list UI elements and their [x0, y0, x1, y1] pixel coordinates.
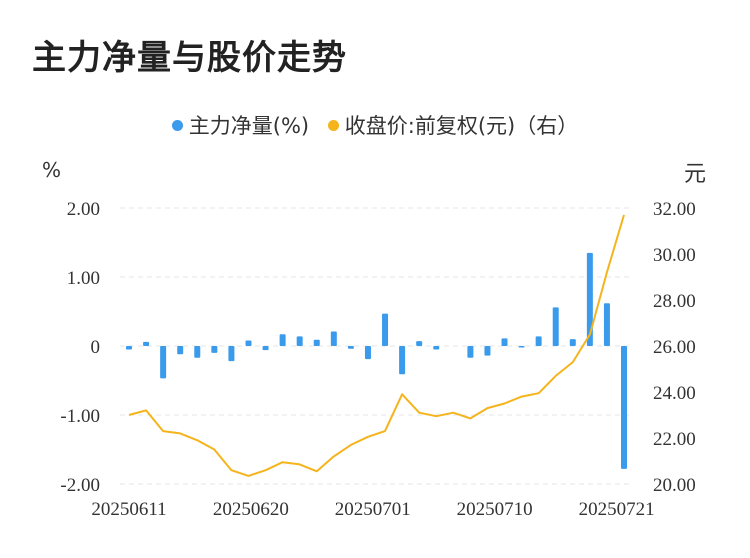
- left-axis-tick: 1.00: [67, 268, 100, 289]
- left-axis-tick: -1.00: [60, 406, 100, 427]
- bar: [569, 339, 576, 346]
- right-axis-tick: 30.00: [653, 245, 696, 266]
- bar: [586, 252, 593, 346]
- legend: 主力净量(%) 收盘价:前复权(元)（右）: [0, 110, 750, 140]
- bar: [126, 346, 132, 350]
- bar: [194, 346, 201, 358]
- left-axis-tick: -2.00: [60, 475, 100, 496]
- x-axis-tick: 20250721: [579, 499, 655, 520]
- bar: [621, 346, 627, 469]
- right-axis-tick: 20.00: [653, 475, 696, 496]
- bar: [211, 346, 218, 353]
- bar: [347, 346, 354, 349]
- right-axis-tick: 26.00: [653, 337, 696, 358]
- left-axis-tick: 0: [91, 337, 101, 358]
- legend-bar-marker: [171, 119, 183, 131]
- price-line: [128, 214, 625, 477]
- bar: [433, 346, 440, 350]
- legend-line-label: 收盘价:前复权(元)（右）: [344, 114, 579, 138]
- bar: [603, 303, 610, 346]
- right-axis-tick: 32.00: [653, 199, 696, 220]
- x-axis-tick: 20250611: [91, 499, 166, 520]
- right-axis-tick: 22.00: [653, 429, 696, 450]
- bar: [518, 346, 525, 348]
- bar: [330, 331, 337, 346]
- bar: [416, 341, 423, 346]
- bar: [484, 346, 491, 356]
- bar: [313, 339, 320, 346]
- right-axis-tick: 28.00: [653, 291, 696, 312]
- left-axis-tick: 2.00: [67, 199, 100, 220]
- x-axis-tick: 20250701: [335, 499, 411, 520]
- bar: [467, 346, 474, 358]
- legend-line-marker: [327, 119, 339, 131]
- bar: [535, 336, 542, 346]
- bar: [143, 341, 150, 346]
- bar: [177, 346, 184, 355]
- chart-title: 主力净量与股价走势: [32, 38, 347, 78]
- bar: [399, 346, 406, 375]
- x-axis-tick: 20250710: [457, 499, 533, 520]
- bar: [228, 346, 235, 362]
- right-axis-tick: 24.00: [653, 383, 696, 404]
- bar: [552, 307, 559, 346]
- legend-item-bar[interactable]: 主力净量(%): [171, 110, 310, 140]
- bar: [245, 340, 252, 346]
- bar: [501, 338, 508, 346]
- bar: [279, 334, 286, 346]
- legend-item-line[interactable]: 收盘价:前复权(元)（右）: [327, 110, 579, 140]
- left-axis-unit: %: [42, 158, 62, 182]
- bar: [364, 346, 371, 360]
- bar: [382, 313, 389, 346]
- bar: [262, 346, 269, 351]
- right-axis-unit: 元: [684, 162, 707, 187]
- legend-bar-label: 主力净量(%): [188, 114, 310, 138]
- bar: [296, 336, 303, 346]
- x-axis-tick: 20250620: [213, 499, 289, 520]
- bar: [160, 346, 167, 379]
